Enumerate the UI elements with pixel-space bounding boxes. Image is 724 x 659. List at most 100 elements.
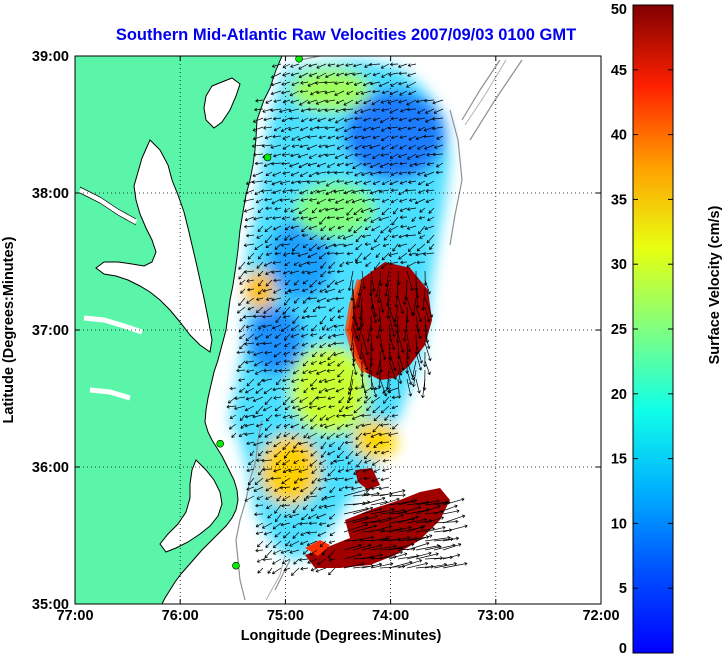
velocity-arrow xyxy=(355,99,363,104)
velocity-arrow xyxy=(281,503,291,508)
velocity-arrow xyxy=(245,333,255,342)
velocity-arrow xyxy=(301,458,309,463)
velocity-arrow xyxy=(405,233,417,238)
velocity-arrow xyxy=(326,234,336,240)
y-tick-label: 37:00 xyxy=(32,323,69,339)
velocity-arrow xyxy=(361,351,369,371)
colorbar-tick-label: 45 xyxy=(611,63,627,79)
velocity-arrow xyxy=(299,144,309,149)
velocity-arrow xyxy=(408,252,417,257)
velocity-arrow xyxy=(362,144,372,149)
velocity-arrow xyxy=(316,63,327,69)
velocity-arrow xyxy=(301,342,309,347)
velocity-arrow xyxy=(328,117,336,122)
velocity-arrow xyxy=(411,369,417,388)
velocity-arrow xyxy=(257,567,264,574)
velocity-arrow xyxy=(324,423,336,429)
velocity-arrow xyxy=(379,497,400,506)
velocity-arrow xyxy=(432,117,444,121)
velocity-arrow xyxy=(370,536,390,542)
velocity-arrow xyxy=(307,558,318,564)
velocity-arrow xyxy=(397,506,422,515)
velocity-arrow xyxy=(279,198,291,202)
y-tick-label: 39:00 xyxy=(32,49,69,65)
velocity-arrow xyxy=(436,135,444,140)
velocity-arrow xyxy=(318,135,327,140)
velocity-arrow xyxy=(324,504,336,509)
velocity-arrow xyxy=(387,99,399,105)
velocity-arrow xyxy=(389,90,399,96)
velocity-arrow xyxy=(307,531,318,535)
velocity-arrow xyxy=(391,234,399,239)
velocity-arrow xyxy=(362,81,372,87)
velocity-arrow xyxy=(345,450,354,460)
velocity-arrow xyxy=(255,548,264,553)
velocity-arrow xyxy=(315,99,327,105)
velocity-arrow xyxy=(335,108,345,113)
velocity-arrow xyxy=(424,535,451,542)
velocity-arrow xyxy=(234,405,246,411)
velocity-arrow xyxy=(371,486,381,491)
velocity-arrow xyxy=(308,243,318,252)
velocity-arrow xyxy=(370,396,381,404)
velocity-arrow xyxy=(271,180,282,186)
x-axis-label: Longitude (Degrees:Minutes) xyxy=(241,628,442,644)
velocity-arrow xyxy=(327,333,336,339)
velocity-arrow xyxy=(328,441,336,447)
velocity-arrow xyxy=(337,234,345,239)
velocity-arrow xyxy=(342,107,354,112)
colorbar xyxy=(632,4,674,654)
velocity-arrow xyxy=(336,72,345,77)
velocity-arrow xyxy=(408,135,417,141)
velocity-arrow xyxy=(398,234,408,239)
velocity-arrow xyxy=(283,450,291,459)
velocity-arrow xyxy=(415,99,426,104)
velocity-arrow xyxy=(335,216,345,220)
colorbar-tick-label: 35 xyxy=(611,192,627,208)
velocity-arrow xyxy=(424,225,435,231)
velocity-arrow xyxy=(270,81,282,87)
velocity-arrow xyxy=(398,153,408,158)
colorbar-label: Surface Velocity (cm/s) xyxy=(707,205,723,364)
velocity-arrow xyxy=(236,350,246,355)
velocity-arrow xyxy=(427,216,435,222)
velocity-arrow xyxy=(399,90,408,96)
velocity-arrow xyxy=(407,72,417,77)
velocity-arrow xyxy=(399,198,408,203)
velocity-arrow xyxy=(236,368,246,373)
velocity-arrow xyxy=(424,98,435,103)
velocity-arrow xyxy=(256,297,264,301)
velocity-arrow xyxy=(369,144,381,150)
velocity-arrow xyxy=(240,288,246,294)
velocity-arrow xyxy=(290,198,300,203)
velocity-arrow xyxy=(324,378,336,384)
velocity-arrow xyxy=(397,499,418,506)
velocity-arrow xyxy=(290,423,300,429)
velocity-arrow xyxy=(299,89,309,94)
velocity-arrow xyxy=(271,198,282,205)
velocity-arrow xyxy=(308,72,318,77)
velocity-arrow xyxy=(249,450,255,457)
x-tick-label: 74:00 xyxy=(372,608,409,624)
velocity-arrow xyxy=(397,333,405,353)
velocity-arrow xyxy=(352,543,372,551)
velocity-arrow xyxy=(293,261,300,266)
velocity-arrow xyxy=(293,279,300,286)
velocity-arrow xyxy=(400,108,408,113)
velocity-arrow xyxy=(283,333,291,341)
velocity-arrow xyxy=(370,126,381,131)
velocity-arrow xyxy=(327,360,336,366)
velocity-arrow xyxy=(265,252,273,256)
velocity-arrow xyxy=(384,414,390,421)
velocity-arrow xyxy=(328,540,336,544)
velocity-arrow xyxy=(246,441,255,446)
velocity-arrow xyxy=(273,342,282,348)
velocity-arrow xyxy=(319,288,327,293)
velocity-arrow xyxy=(399,135,408,139)
velocity-arrows xyxy=(226,62,468,576)
velocity-arrow xyxy=(301,513,309,521)
velocity-arrow xyxy=(370,243,381,250)
velocity-arrow xyxy=(338,486,345,491)
velocity-arrow xyxy=(326,297,336,302)
velocity-arrow xyxy=(289,90,300,97)
